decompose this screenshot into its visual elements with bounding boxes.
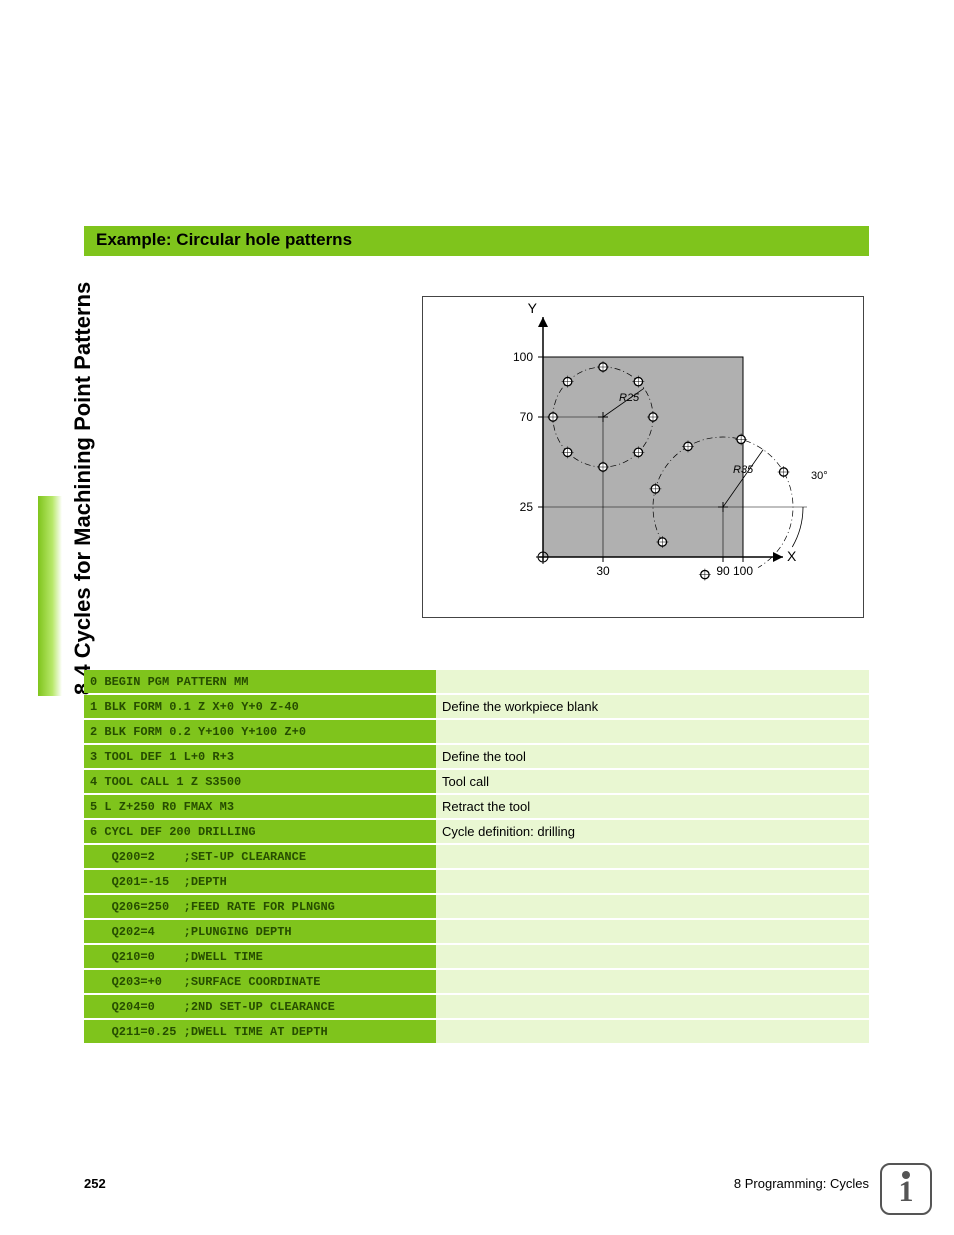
nc-code-cell: Q211=0.25 ;DWELL TIME AT DEPTH: [84, 1020, 436, 1043]
nc-desc-cell: Tool call: [436, 770, 869, 793]
table-row: 1 BLK FORM 0.1 Z X+0 Y+0 Z-40Define the …: [84, 695, 869, 718]
page-footer: 252 8 Programming: Cycles: [84, 1176, 869, 1191]
nc-code-cell: Q204=0 ;2ND SET-UP CLEARANCE: [84, 995, 436, 1018]
nc-desc-cell: [436, 895, 869, 918]
page-content: Example: Circular hole patterns X Y 100 70 2…: [84, 226, 869, 1045]
nc-desc-cell: Cycle definition: drilling: [436, 820, 869, 843]
nc-code-cell: 0 BEGIN PGM PATTERN MM: [84, 670, 436, 693]
svg-text:R35: R35: [733, 464, 754, 476]
svg-text:X: X: [787, 548, 797, 564]
nc-code-cell: Q206=250 ;FEED RATE FOR PLNGNG: [84, 895, 436, 918]
table-row: 6 CYCL DEF 200 DRILLINGCycle definition:…: [84, 820, 869, 843]
table-row: Q211=0.25 ;DWELL TIME AT DEPTH: [84, 1020, 869, 1043]
example-heading: Example: Circular hole patterns: [84, 226, 869, 256]
table-row: Q203=+0 ;SURFACE COORDINATE: [84, 970, 869, 993]
nc-code-cell: Q201=-15 ;DEPTH: [84, 870, 436, 893]
nc-desc-cell: [436, 995, 869, 1018]
nc-desc-cell: Define the tool: [436, 745, 869, 768]
table-row: 0 BEGIN PGM PATTERN MM: [84, 670, 869, 693]
nc-desc-cell: Define the workpiece blank: [436, 695, 869, 718]
nc-code-cell: Q203=+0 ;SURFACE COORDINATE: [84, 970, 436, 993]
table-row: 3 TOOL DEF 1 L+0 R+3Define the tool: [84, 745, 869, 768]
page-number: 252: [84, 1176, 106, 1191]
nc-desc-cell: [436, 945, 869, 968]
chapter-label: 8 Programming: Cycles: [734, 1176, 869, 1191]
table-row: 2 BLK FORM 0.2 Y+100 Y+100 Z+0: [84, 720, 869, 743]
table-row: Q206=250 ;FEED RATE FOR PLNGNG: [84, 895, 869, 918]
table-row: 4 TOOL CALL 1 Z S3500Tool call: [84, 770, 869, 793]
nc-desc-cell: [436, 920, 869, 943]
nc-desc-cell: [436, 1020, 869, 1043]
nc-desc-cell: [436, 970, 869, 993]
nc-desc-cell: [436, 720, 869, 743]
svg-text:30: 30: [596, 564, 610, 578]
nc-code-cell: 6 CYCL DEF 200 DRILLING: [84, 820, 436, 843]
nc-code-cell: 4 TOOL CALL 1 Z S3500: [84, 770, 436, 793]
svg-text:70: 70: [520, 410, 534, 424]
nc-desc-cell: [436, 845, 869, 868]
svg-text:25: 25: [520, 500, 534, 514]
nc-code-cell: 1 BLK FORM 0.1 Z X+0 Y+0 Z-40: [84, 695, 436, 718]
nc-desc-cell: [436, 870, 869, 893]
table-row: Q200=2 ;SET-UP CLEARANCE: [84, 845, 869, 868]
nc-desc-cell: Retract the tool: [436, 795, 869, 818]
sidebar-accent: [38, 496, 62, 696]
table-row: Q210=0 ;DWELL TIME: [84, 945, 869, 968]
nc-code-cell: Q200=2 ;SET-UP CLEARANCE: [84, 845, 436, 868]
nc-code-cell: Q202=4 ;PLUNGING DEPTH: [84, 920, 436, 943]
svg-text:100: 100: [513, 350, 533, 364]
diagram: XY10070253090100R25R3530°: [422, 296, 864, 618]
nc-code-cell: 2 BLK FORM 0.2 Y+100 Y+100 Z+0: [84, 720, 436, 743]
table-row: 5 L Z+250 R0 FMAX M3Retract the tool: [84, 795, 869, 818]
nc-desc-cell: [436, 670, 869, 693]
nc-code-cell: Q210=0 ;DWELL TIME: [84, 945, 436, 968]
nc-code-cell: 5 L Z+250 R0 FMAX M3: [84, 795, 436, 818]
table-row: Q204=0 ;2ND SET-UP CLEARANCE: [84, 995, 869, 1018]
nc-program-table: 0 BEGIN PGM PATTERN MM1 BLK FORM 0.1 Z X…: [84, 668, 869, 1045]
table-row: Q201=-15 ;DEPTH: [84, 870, 869, 893]
svg-text:90: 90: [716, 564, 730, 578]
svg-text:30°: 30°: [811, 470, 828, 482]
info-icon: 1: [880, 1163, 932, 1215]
svg-text:R25: R25: [619, 392, 640, 404]
svg-text:100: 100: [733, 564, 753, 578]
svg-text:Y: Y: [528, 300, 538, 316]
nc-code-cell: 3 TOOL DEF 1 L+0 R+3: [84, 745, 436, 768]
table-row: Q202=4 ;PLUNGING DEPTH: [84, 920, 869, 943]
